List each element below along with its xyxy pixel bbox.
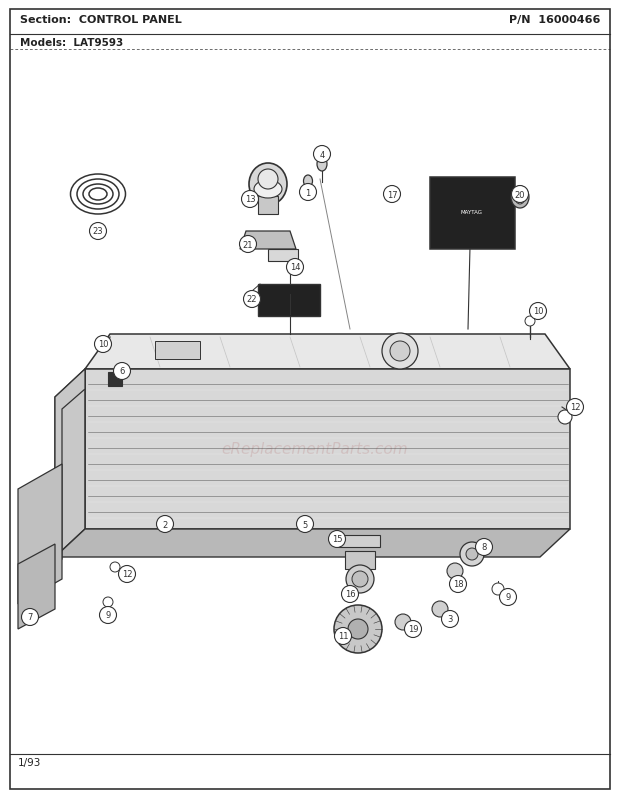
Circle shape <box>22 609 38 626</box>
Polygon shape <box>85 370 570 529</box>
Circle shape <box>512 186 528 203</box>
Polygon shape <box>55 370 85 569</box>
Text: P/N  16000466: P/N 16000466 <box>508 15 600 25</box>
Bar <box>338 535 380 547</box>
Circle shape <box>567 399 583 416</box>
Circle shape <box>94 336 112 353</box>
Text: 21: 21 <box>243 241 253 249</box>
Bar <box>430 178 515 249</box>
Circle shape <box>314 146 330 164</box>
Circle shape <box>346 565 374 593</box>
Text: 8: 8 <box>481 543 487 552</box>
Ellipse shape <box>77 180 119 210</box>
Circle shape <box>89 223 107 241</box>
Circle shape <box>466 549 478 561</box>
Circle shape <box>118 565 136 583</box>
Text: 16: 16 <box>345 589 355 599</box>
Circle shape <box>404 621 422 638</box>
Text: 9: 9 <box>105 611 110 620</box>
Circle shape <box>156 516 174 533</box>
Circle shape <box>432 602 448 618</box>
Ellipse shape <box>515 191 525 205</box>
Polygon shape <box>55 529 570 557</box>
Text: MAYTAG: MAYTAG <box>461 210 483 215</box>
Bar <box>108 373 122 387</box>
Circle shape <box>296 516 314 533</box>
Circle shape <box>558 411 572 424</box>
Circle shape <box>352 571 368 587</box>
Circle shape <box>460 542 484 566</box>
Circle shape <box>103 597 113 607</box>
Text: 17: 17 <box>387 190 397 199</box>
Circle shape <box>329 531 345 548</box>
Text: 12: 12 <box>570 403 580 412</box>
Bar <box>155 342 200 359</box>
Circle shape <box>382 334 418 370</box>
Bar <box>345 551 375 569</box>
Text: 11: 11 <box>338 632 348 641</box>
Circle shape <box>384 186 401 203</box>
Ellipse shape <box>304 176 312 188</box>
Text: 14: 14 <box>290 263 300 272</box>
Text: 19: 19 <box>408 625 419 634</box>
Circle shape <box>447 563 463 579</box>
Text: 12: 12 <box>122 569 132 579</box>
Ellipse shape <box>511 187 529 209</box>
Circle shape <box>299 184 316 201</box>
Text: 13: 13 <box>245 195 255 205</box>
Circle shape <box>342 585 358 603</box>
Ellipse shape <box>317 158 327 172</box>
Circle shape <box>492 583 504 595</box>
Text: 6: 6 <box>119 367 125 376</box>
Circle shape <box>334 606 382 653</box>
Polygon shape <box>18 464 62 604</box>
Text: 4: 4 <box>319 150 325 160</box>
Polygon shape <box>18 545 55 630</box>
Polygon shape <box>55 370 85 557</box>
Circle shape <box>441 611 459 628</box>
Text: Section:  CONTROL PANEL: Section: CONTROL PANEL <box>20 15 182 25</box>
Bar <box>258 196 278 215</box>
Circle shape <box>244 291 260 308</box>
Circle shape <box>335 628 352 645</box>
Ellipse shape <box>258 170 278 190</box>
Circle shape <box>110 562 120 573</box>
Text: 1/93: 1/93 <box>18 757 42 767</box>
Bar <box>268 249 298 261</box>
Circle shape <box>390 342 410 362</box>
Text: 3: 3 <box>447 615 453 624</box>
Text: eReplacementParts.com: eReplacementParts.com <box>222 442 409 457</box>
Polygon shape <box>240 232 296 249</box>
Ellipse shape <box>249 164 287 206</box>
Ellipse shape <box>89 188 107 200</box>
Polygon shape <box>85 334 570 370</box>
Circle shape <box>286 259 304 276</box>
Circle shape <box>529 303 546 320</box>
Circle shape <box>450 576 466 593</box>
Circle shape <box>348 619 368 639</box>
Text: 7: 7 <box>27 613 33 622</box>
Text: Models:  LAT9593: Models: LAT9593 <box>20 38 123 48</box>
Text: 2: 2 <box>162 520 167 529</box>
Text: 9: 9 <box>505 593 511 602</box>
Circle shape <box>239 237 257 253</box>
Text: 10: 10 <box>533 307 543 316</box>
Text: 23: 23 <box>92 227 104 237</box>
Circle shape <box>395 614 411 630</box>
Text: 18: 18 <box>453 580 463 589</box>
Ellipse shape <box>254 180 282 199</box>
Text: 5: 5 <box>303 520 308 529</box>
Text: 20: 20 <box>515 190 525 199</box>
Circle shape <box>242 191 259 209</box>
Text: 1: 1 <box>306 188 311 197</box>
Text: 15: 15 <box>332 535 342 544</box>
Circle shape <box>113 363 130 380</box>
Circle shape <box>525 317 535 326</box>
Circle shape <box>476 539 492 556</box>
Bar <box>258 285 320 317</box>
Text: 22: 22 <box>247 295 257 304</box>
Circle shape <box>99 607 117 624</box>
Text: 10: 10 <box>98 340 108 349</box>
Circle shape <box>500 589 516 606</box>
